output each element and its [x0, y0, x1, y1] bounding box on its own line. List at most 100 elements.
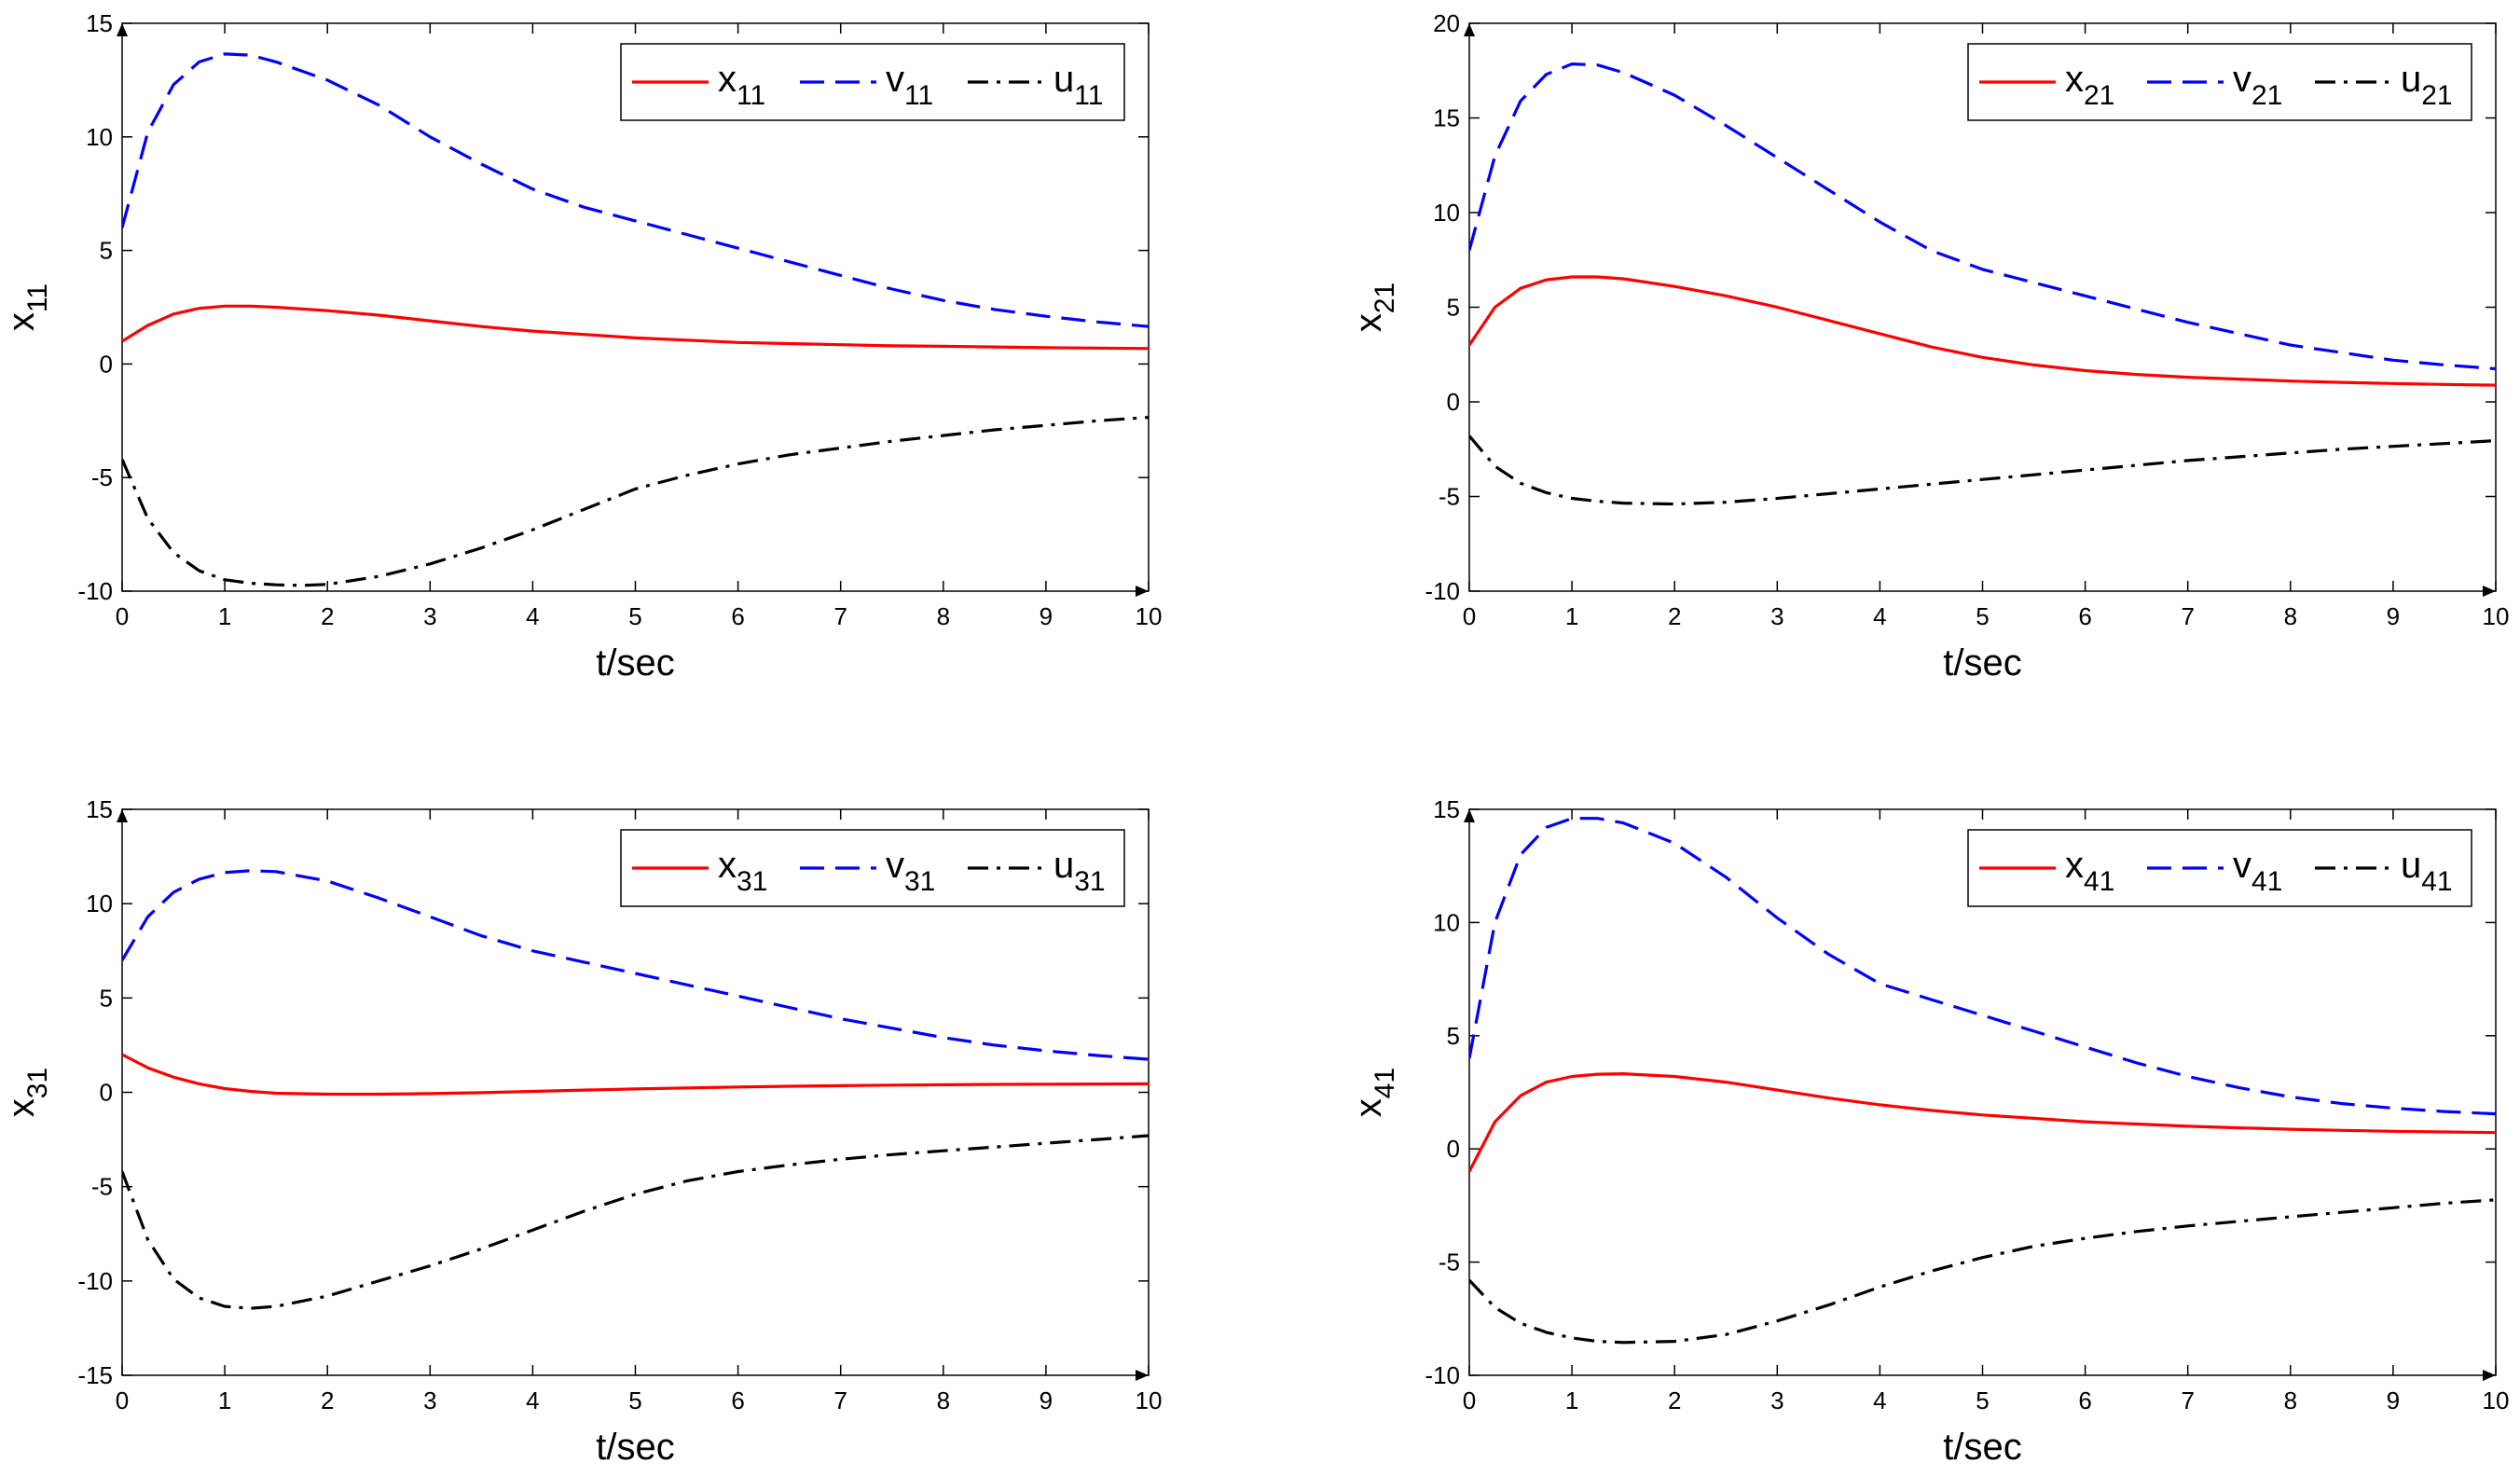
x-tick-label: 9: [2387, 602, 2400, 630]
y-axis-label-base: x: [1348, 1098, 1389, 1117]
x-tick-label: 2: [321, 602, 334, 630]
y-axis-label-base: x: [1, 312, 42, 331]
y-tick-label: -5: [91, 1173, 113, 1201]
x-tick-label: 4: [526, 1386, 539, 1414]
series-line-u41: [1469, 1198, 2496, 1345]
legend-label-base: v: [886, 59, 904, 100]
x-tick-label: 7: [833, 602, 847, 630]
series-line-v41: [1469, 817, 2496, 1116]
y-tick-label: 0: [100, 1079, 113, 1107]
legend-label-u41: u41: [2401, 845, 2453, 897]
y-tick-label: -10: [77, 1267, 113, 1295]
legend-label-u21: u21: [2401, 59, 2453, 111]
y-tick-label: 10: [1433, 908, 1460, 936]
x-tick-label: 3: [1770, 1386, 1783, 1414]
x-tick-label: 2: [1668, 602, 1681, 630]
y-tick-label: 5: [100, 237, 113, 265]
y-tick-label: 0: [1447, 388, 1460, 416]
series-line-x21: [1469, 275, 2496, 387]
series-line-x31: [122, 1053, 1149, 1097]
legend-label-v21: v21: [2233, 59, 2282, 111]
legend-label-base: u: [2401, 845, 2421, 886]
legend-label-sub: 21: [2251, 80, 2282, 111]
x-tick-label: 1: [218, 1386, 231, 1414]
legend-label-x11: x11: [718, 59, 765, 111]
x-tick-label: 2: [321, 1386, 334, 1414]
x-tick-label: 1: [1565, 1386, 1578, 1414]
legend-label-sub: 11: [1074, 80, 1103, 111]
x-tick-label: 7: [2181, 602, 2194, 630]
x-tick-label: 7: [2181, 1386, 2194, 1414]
legend-label-sub: 41: [2084, 866, 2114, 897]
x-tick-label: 8: [937, 602, 950, 630]
series-line-v11: [122, 52, 1149, 328]
legend-label-sub: 31: [737, 866, 767, 897]
legend-label-base: u: [1053, 845, 1074, 886]
legend-label-x21: x21: [2065, 59, 2114, 111]
y-tick-label: -10: [1425, 577, 1460, 605]
y-tick-label: -5: [1439, 1248, 1460, 1276]
y-tick-label: -5: [1439, 483, 1460, 511]
y-tick-label: 15: [1433, 104, 1460, 132]
y-tick-label: 5: [1447, 1022, 1460, 1050]
legend-label-base: x: [2065, 845, 2084, 886]
x-tick-label: 8: [2284, 1386, 2297, 1414]
y-axis-label: x41: [1348, 1068, 1400, 1117]
y-tick-label: -15: [77, 1361, 113, 1389]
y-tick-label: 0: [1447, 1135, 1460, 1163]
series-line-u21: [1469, 435, 2496, 506]
x-tick-label: 10: [2483, 1386, 2510, 1414]
x-tick-label: 3: [423, 1386, 436, 1414]
y-tick-label: 15: [86, 9, 113, 37]
legend-label-base: x: [718, 845, 737, 886]
x-tick-label: 6: [2078, 1386, 2091, 1414]
y-tick-label: 10: [86, 123, 113, 151]
x-tick-label: 2: [1668, 1386, 1681, 1414]
legend-label-sub: 11: [904, 80, 933, 111]
x-tick-label: 3: [1770, 602, 1783, 630]
x-tick-label: 1: [1565, 602, 1578, 630]
y-axis-label-sub: 41: [1370, 1068, 1400, 1098]
x-tick-label: 6: [731, 602, 744, 630]
x-tick-label: 4: [1873, 602, 1886, 630]
legend: x31 v31 u 31: [620, 829, 1125, 907]
series-line-x41: [1469, 1071, 2496, 1173]
legend: x21 v21 u21: [1967, 43, 2472, 121]
legend-label-v31: v31: [886, 845, 935, 897]
x-tick-label: 10: [1136, 602, 1163, 630]
legend-label-sub: 11: [737, 80, 765, 111]
legend-label-u11: u11: [1053, 59, 1103, 111]
x-tick-label: 8: [937, 1386, 950, 1414]
y-tick-label: 5: [1447, 294, 1460, 322]
x-tick-label: 10: [2483, 602, 2510, 630]
x-tick-label: 1: [218, 602, 231, 630]
y-axis-label-sub: 21: [1370, 283, 1400, 313]
legend-label-sub: 41: [2251, 866, 2282, 897]
x-tick-label: 5: [628, 1386, 641, 1414]
x-tick-label: 9: [1040, 1386, 1053, 1414]
legend-label-x41: x41: [2065, 845, 2114, 897]
y-tick-label: 15: [1433, 795, 1460, 823]
y-tick-label: 20: [1433, 9, 1460, 37]
x-axis-label: t/sec: [596, 642, 674, 683]
x-tick-label: 10: [1136, 1386, 1163, 1414]
y-tick-label: 5: [100, 984, 113, 1012]
legend-label-x31: x31: [718, 845, 767, 897]
x-tick-label: 4: [1873, 1386, 1886, 1414]
series-line-v21: [1469, 62, 2496, 371]
legend-label-v41: v41: [2233, 845, 2282, 897]
x-tick-label: 3: [423, 602, 436, 630]
y-axis-label: x31: [1, 1068, 53, 1117]
x-tick-label: 5: [1976, 602, 1989, 630]
legend-label-base: v: [2233, 59, 2251, 100]
y-tick-label: -10: [1425, 1361, 1460, 1389]
series-line-x11: [122, 304, 1149, 351]
y-tick-label: -10: [77, 577, 113, 605]
y-axis-label: x21: [1348, 283, 1400, 332]
y-axis-label: x11: [1, 283, 53, 331]
